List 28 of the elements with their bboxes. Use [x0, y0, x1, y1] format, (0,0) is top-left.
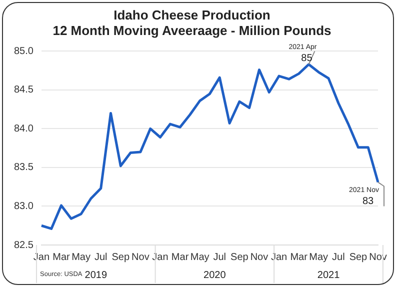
x-tick-label: May [190, 252, 210, 263]
x-tick-label: Nov [250, 252, 268, 263]
x-tick-label: Jul [332, 252, 345, 263]
y-tick-label: 83.0 [14, 200, 34, 212]
x-tick-label: Sep [349, 252, 368, 263]
x-tick-label: Mar [52, 252, 71, 263]
x-tick-label: Sep [112, 252, 130, 263]
x-tick-label: Mar [171, 252, 190, 263]
x-tick-label: Jan [270, 252, 288, 263]
y-tick-label: 84.0 [14, 123, 34, 134]
x-tick-label: May [72, 252, 91, 263]
x-tick-label: Jan [152, 252, 168, 263]
text: 2021 [317, 270, 340, 281]
text: 2020 [204, 270, 226, 281]
y-tick-label: 82.5 [14, 240, 34, 251]
text: 12 Month Moving Aveeraage - Million Pounds [52, 22, 332, 38]
text: 2019 [84, 270, 108, 281]
x-tick-label: Jul [94, 252, 108, 263]
x-tick-label: Sep [230, 252, 249, 263]
y-tick-label: 83.5 [14, 162, 34, 174]
text: Idaho Cheese Production [114, 7, 270, 22]
y-tick-label: 84.5 [14, 84, 34, 96]
x-tick-label: Jul [213, 252, 226, 263]
x-tick-label: Nov [132, 252, 150, 263]
x-tick-label: Mar [290, 252, 308, 263]
x-tick-label: May [309, 252, 328, 263]
x-tick-label: Nov [369, 252, 387, 263]
y-tick-label: 85.0 [14, 46, 34, 57]
